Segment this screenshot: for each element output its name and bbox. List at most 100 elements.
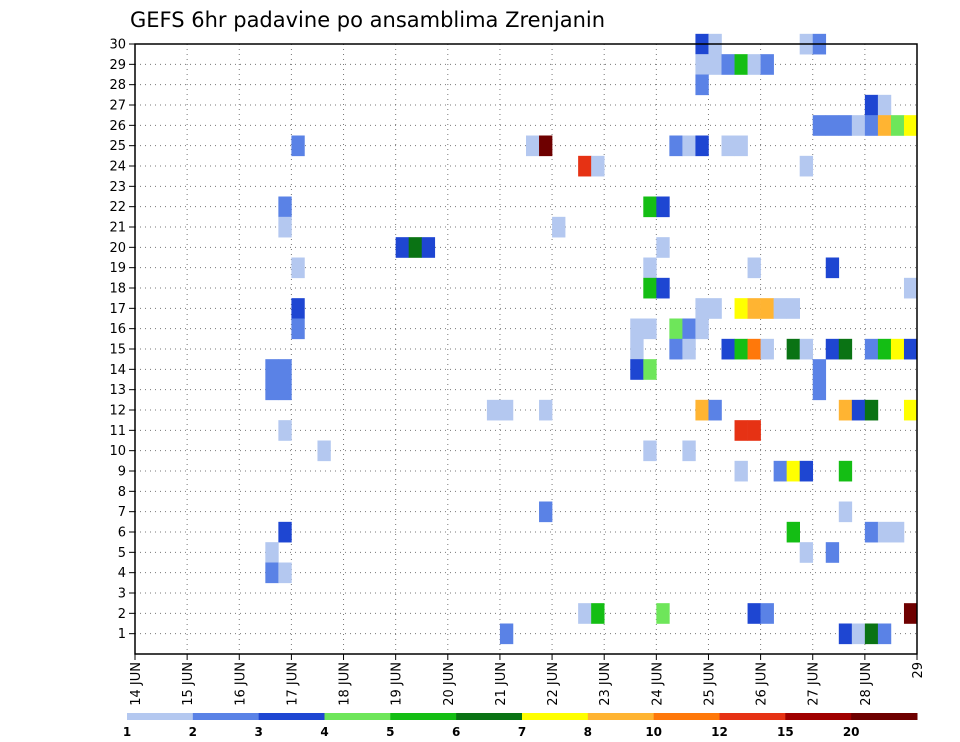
precip-cell [838,460,853,482]
precip-cell [630,359,644,380]
x-axis-ticks: 14 JUN 15 JUN 16 JUN 17 JUN 18 JUN 19 JUN 20 J… [129,654,926,706]
precip-cell [669,338,683,360]
precip-cell [747,257,761,279]
precip-cell [630,318,644,340]
precip-cell [877,94,892,116]
precip-cell [317,440,331,462]
precip-cell [903,338,918,360]
precip-cell [786,338,800,360]
precip-cell [747,420,761,441]
y-tick-label: 20 [109,241,126,256]
y-tick-label: 28 [109,78,126,93]
colorbar-swatch [851,713,918,720]
precip-cell [734,54,748,75]
precip-cell [734,135,748,157]
precip-cell [825,115,840,136]
precip-cell [773,298,787,319]
precip-cell [643,277,657,299]
colorbar-swatch [587,713,655,720]
precip-cell [695,298,709,319]
x-tick-label: 21 JUN [494,662,509,706]
x-tick-label: 24 JUN [650,662,665,706]
precip-cell [539,135,553,157]
colorbar-label: 2 [189,725,197,739]
precip-cell [760,603,774,624]
precip-cell [695,74,709,96]
x-tick-label: 29 [911,662,926,679]
chart-title: GEFS 6hr padavine po ansamblima Zrenjani… [130,8,605,32]
y-tick-label: 22 [109,200,126,215]
precip-cell [864,94,879,116]
y-tick-label: 4 [118,566,126,581]
colorbar: 1 2 3 4 5 6 7 8 10 12 15 20 [123,713,918,739]
precip-cell [278,216,292,238]
precip-cell [890,115,905,136]
precip-cell [708,298,722,319]
precip-cell [278,420,292,441]
precip-cell [291,318,305,340]
colorbar-swatch [653,713,720,720]
precip-cell [903,277,918,299]
precip-cell [721,338,735,360]
y-tick-label: 12 [109,404,126,419]
precip-cell [669,318,683,340]
precip-cell [877,521,892,543]
precip-cell [499,399,514,421]
precip-cell [630,338,644,360]
y-tick-label: 8 [118,485,126,500]
precip-cell [669,135,683,157]
x-tick-label: 14 JUN [129,662,144,706]
precip-cell [539,501,553,523]
precip-cell [838,399,853,421]
precip-cell [799,542,814,563]
y-tick-label: 10 [109,444,126,459]
precip-cell [552,216,566,238]
y-tick-label: 11 [109,424,126,439]
precip-cell [643,196,657,218]
colorbar-label: 8 [584,725,592,739]
precip-cell [812,359,827,380]
y-tick-label: 13 [109,383,126,398]
y-tick-label: 23 [109,180,126,195]
precip-cell [825,338,840,360]
precip-cell [864,623,879,645]
precipitation-cells [265,33,918,645]
precip-cell [747,338,761,360]
precip-cell [578,603,592,624]
y-tick-label: 14 [109,363,126,378]
precip-cell [695,135,709,157]
precip-cell [539,399,553,421]
precip-cell [656,277,670,299]
precip-cell [265,542,279,563]
precip-cell [799,338,814,360]
colorbar-label: 1 [123,725,131,739]
precip-cell [291,135,305,157]
precip-cell [265,379,279,401]
x-tick-label: 17 JUN [285,662,300,706]
precip-cell [903,603,918,624]
precip-cell [864,115,879,136]
y-tick-label: 24 [109,160,126,175]
precip-cell [786,298,800,319]
precip-cell [851,399,866,421]
colorbar-swatch [258,713,325,720]
y-tick-label: 7 [118,505,126,520]
precip-cell [890,521,905,543]
colorbar-label: 4 [320,725,328,739]
colorbar-label: 15 [777,725,794,739]
precip-cell [682,338,696,360]
x-tick-label: 18 JUN [338,662,353,706]
colorbar-label: 5 [386,725,394,739]
precip-cell [903,399,918,421]
x-tick-label: 20 JUN [442,662,457,706]
precip-cell [747,54,761,75]
precip-cell [682,318,696,340]
x-tick-label: 23 JUN [598,662,613,706]
y-axis-ticks: 1234567891011121314151617181920212223242… [109,38,135,642]
y-tick-label: 27 [109,99,126,114]
precip-cell [708,399,722,421]
x-tick-label: 26 JUN [755,662,770,706]
precip-cell [682,135,696,157]
precip-cell [265,359,279,380]
